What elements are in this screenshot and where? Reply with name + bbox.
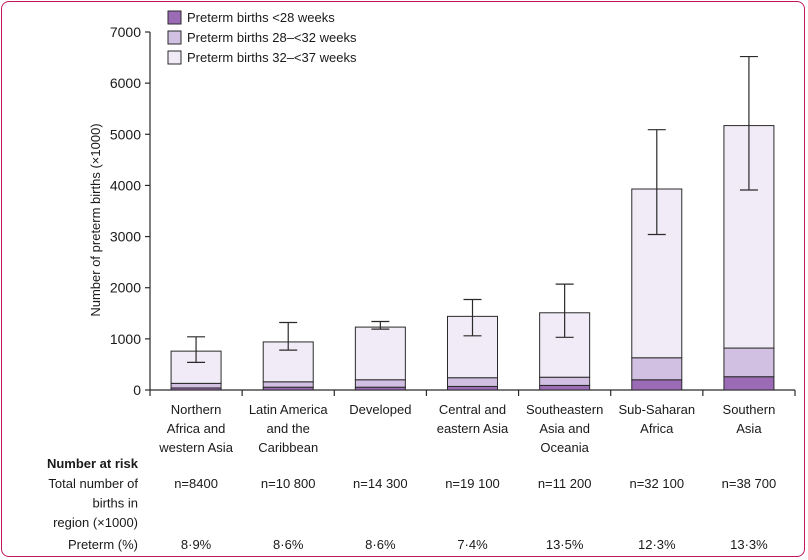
preterm-pct-value: 13·5% [546,537,584,552]
category-label-line: Africa [640,421,674,436]
category-label: Northern Africa and western Asia [158,402,233,455]
bar-segment-1 [631,379,683,391]
risk-table-heading: Number at risk [47,456,139,471]
row-label-total-births: Total number of [48,476,138,491]
preterm-pct-value: 13·3% [730,537,768,552]
risk-table: Number at risk Total number of births in re… [47,456,776,552]
y-tick-label: 7000 [110,24,141,40]
bar-segment-2 [723,347,775,378]
category-label-line: Central and [439,402,506,417]
category-label-line: Asia [736,421,762,436]
preterm-pct-value: 7·4% [457,537,488,552]
legend-swatch [167,10,182,25]
total-births-value: n=10 800 [261,476,316,491]
legend: Preterm births <28 weeks Preterm births 2… [167,10,357,65]
row-label-total-births: births in [92,496,138,511]
category-label-line: Sub-Saharan [618,402,695,417]
legend-label: Preterm births <28 weeks [187,10,335,25]
category-label-line: Africa and [167,421,226,436]
bar-segment-3 [170,350,222,384]
preterm-pct-value: 8·6% [273,537,304,552]
bar-segment-2 [354,379,406,388]
legend-swatch [167,50,182,65]
row-label-total-births: region (×1000) [53,515,138,530]
category-label-line: Latin America [249,402,329,417]
bar-segment-2 [170,382,222,389]
error-bars [187,55,758,363]
y-tick-label: 0 [133,382,141,398]
total-births-value: n=11 200 [538,476,592,491]
legend-swatch [167,30,182,45]
bar-segment-2 [262,381,314,388]
total-births-value: n=8400 [174,476,218,491]
category-label-line: Caribbean [258,440,318,455]
category-label: Southeastern Asia and Oceania [526,402,603,455]
legend-label: Preterm births 28–<32 weeks [187,30,357,45]
bar-segment-2 [539,376,591,386]
category-label-line: Developed [349,402,411,417]
category-label: Latin America and the Caribbean [249,402,329,455]
bar-segment-1 [723,376,775,391]
legend-label: Preterm births 32–<37 weeks [187,50,357,65]
category-label-line: western Asia [158,440,233,455]
category-label: Southern Asia [723,402,776,436]
category-label-line: and the [267,421,310,436]
bar-segment-1 [447,385,498,391]
bars [170,125,775,391]
category-label-line: Southeastern [526,402,603,417]
row-label-preterm-pct: Preterm (%) [68,537,138,552]
bar-segment-3 [354,326,406,381]
y-tick-label: 6000 [110,75,141,91]
bar-segment-2 [631,357,683,381]
bar-segment-1 [539,384,591,391]
axes: 0 1000 2000 3000 4000 5000 6000 7000 [110,24,796,398]
y-tick-label: 1000 [110,331,141,347]
bar-segment-2 [447,377,498,387]
y-tick-label: 4000 [110,177,141,193]
preterm-pct-value: 8·6% [365,537,396,552]
total-births-value: n=19 100 [445,476,500,491]
category-label-line: Oceania [540,440,589,455]
category-label: Developed [349,402,411,417]
category-labels: Northern Africa and western Asia Latin Amer… [158,402,775,455]
preterm-pct-value: 8·9% [181,537,212,552]
preterm-pct-value: 12·3% [638,537,676,552]
category-label: Sub-Saharan Africa [618,402,695,436]
y-tick-label: 2000 [110,280,141,296]
category-label-line: Asia and [539,421,590,436]
y-tick-label: 3000 [110,229,141,245]
category-label-line: Northern [171,402,222,417]
total-births-value: n=38 700 [722,476,777,491]
total-births-value: n=32 100 [629,476,684,491]
y-tick-label: 5000 [110,126,141,142]
total-births-value: n=14 300 [353,476,408,491]
category-label-line: Southern [723,402,776,417]
y-axis-label: Number of preterm births (×1000) [88,123,103,316]
category-label-line: eastern Asia [437,421,509,436]
category-label: Central and eastern Asia [437,402,509,436]
